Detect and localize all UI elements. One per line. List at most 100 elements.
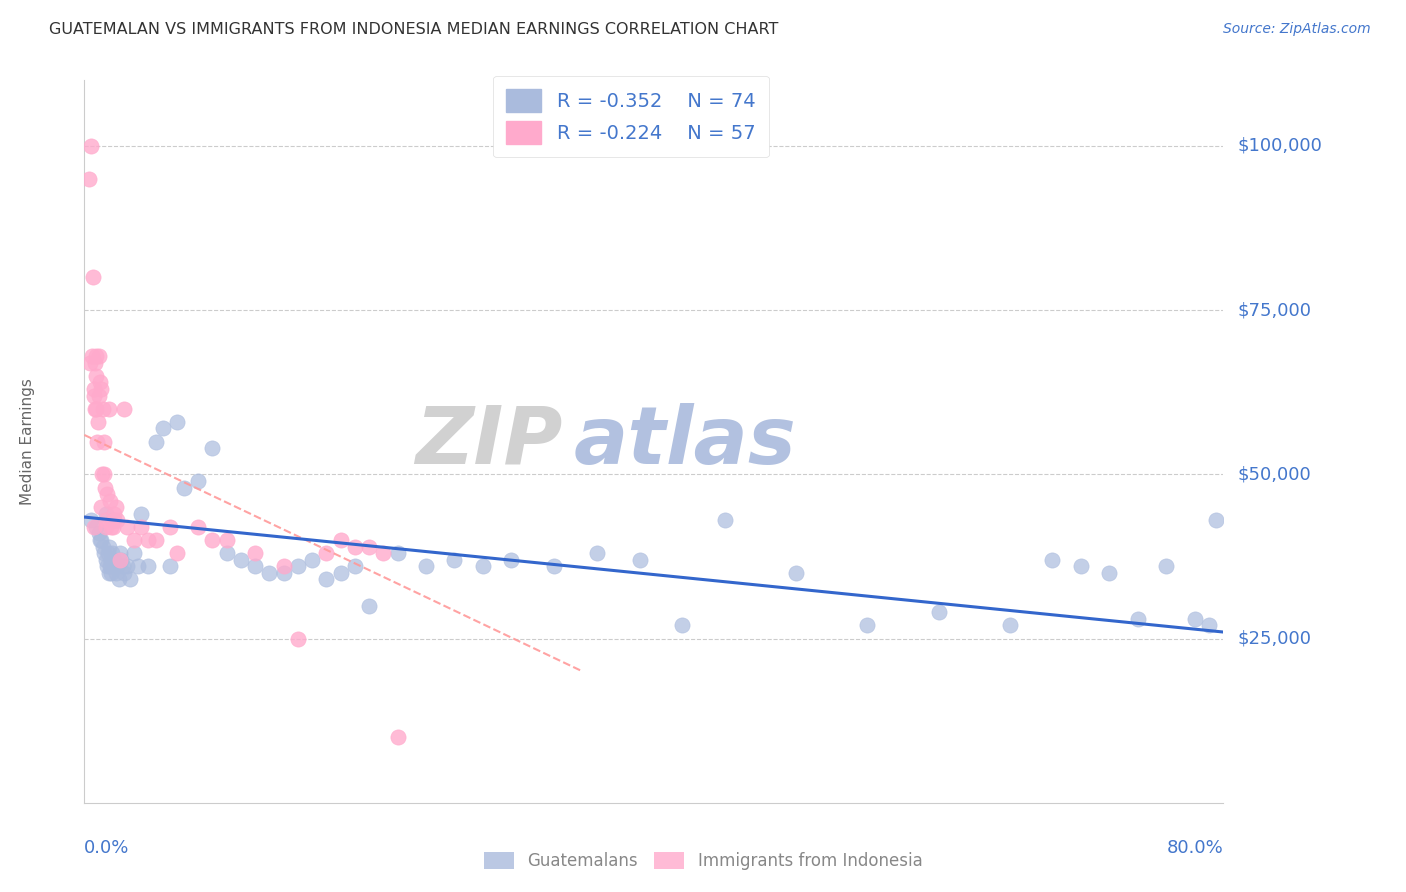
Point <box>287 559 309 574</box>
Point <box>96 487 118 501</box>
Point <box>714 513 737 527</box>
Point <box>373 546 395 560</box>
Point <box>229 553 252 567</box>
Point <box>115 520 138 534</box>
Point <box>359 540 381 554</box>
Point <box>112 566 135 580</box>
Point <box>159 559 181 574</box>
Point <box>215 546 238 560</box>
Point <box>84 349 107 363</box>
Point <box>97 566 120 580</box>
Text: 80.0%: 80.0% <box>1167 838 1223 857</box>
Point <box>87 349 110 363</box>
Point <box>245 546 267 560</box>
Point <box>98 493 121 508</box>
Point <box>96 507 118 521</box>
Point <box>94 513 117 527</box>
Point <box>201 441 224 455</box>
Point <box>671 618 693 632</box>
Point <box>98 559 121 574</box>
Point <box>315 546 337 560</box>
Point <box>785 566 807 580</box>
Point <box>101 513 124 527</box>
Point <box>103 507 125 521</box>
Point <box>83 401 105 416</box>
Point <box>145 533 167 547</box>
Point <box>101 546 124 560</box>
Point <box>97 401 120 416</box>
Point <box>127 559 149 574</box>
Point <box>110 553 132 567</box>
Point <box>103 559 125 574</box>
Point <box>82 349 104 363</box>
Text: ZIP: ZIP <box>415 402 562 481</box>
Point <box>187 520 209 534</box>
Point <box>118 573 141 587</box>
Point <box>100 520 122 534</box>
Point <box>112 401 135 416</box>
Point <box>94 553 117 567</box>
Point <box>287 632 309 646</box>
Point <box>301 553 323 567</box>
Point <box>443 553 465 567</box>
Point <box>387 730 409 744</box>
Point <box>152 421 174 435</box>
Point <box>104 566 127 580</box>
Point <box>1198 618 1220 632</box>
Point <box>104 559 127 574</box>
Point <box>86 434 108 449</box>
Point <box>77 171 100 186</box>
Point <box>84 356 107 370</box>
Legend: R = -0.352    N = 74, R = -0.224    N = 57: R = -0.352 N = 74, R = -0.224 N = 57 <box>494 76 769 157</box>
Point <box>343 559 366 574</box>
Point <box>107 573 129 587</box>
Text: $75,000: $75,000 <box>1237 301 1312 319</box>
Text: Median Earnings: Median Earnings <box>20 378 35 505</box>
Point <box>108 553 131 567</box>
Point <box>105 559 128 574</box>
Point <box>94 481 117 495</box>
Point <box>96 520 118 534</box>
Point <box>91 540 114 554</box>
Point <box>84 520 107 534</box>
Point <box>1126 612 1149 626</box>
Point <box>259 566 281 580</box>
Point <box>329 566 352 580</box>
Legend: Guatemalans, Immigrants from Indonesia: Guatemalans, Immigrants from Indonesia <box>477 845 929 877</box>
Point <box>215 533 238 547</box>
Point <box>166 546 188 560</box>
Point <box>1070 559 1092 574</box>
Point <box>138 559 160 574</box>
Point <box>273 566 295 580</box>
Point <box>89 376 111 390</box>
Point <box>87 415 110 429</box>
Point <box>83 520 105 534</box>
Point <box>111 559 134 574</box>
Text: $25,000: $25,000 <box>1237 630 1312 648</box>
Point <box>82 270 104 285</box>
Point <box>93 434 115 449</box>
Point <box>122 546 145 560</box>
Text: GUATEMALAN VS IMMIGRANTS FROM INDONESIA MEDIAN EARNINGS CORRELATION CHART: GUATEMALAN VS IMMIGRANTS FROM INDONESIA … <box>49 22 779 37</box>
Point <box>928 605 950 619</box>
Point <box>89 533 111 547</box>
Point <box>90 382 112 396</box>
Point <box>543 559 565 574</box>
Point <box>89 388 111 402</box>
Point <box>1184 612 1206 626</box>
Point <box>96 559 118 574</box>
Point <box>84 368 107 383</box>
Point <box>138 533 160 547</box>
Point <box>103 513 125 527</box>
Point <box>472 559 495 574</box>
Point <box>359 599 381 613</box>
Point <box>415 559 437 574</box>
Point <box>1156 559 1178 574</box>
Point <box>80 139 103 153</box>
Point <box>315 573 337 587</box>
Point <box>1042 553 1064 567</box>
Point <box>1205 513 1227 527</box>
Point <box>628 553 651 567</box>
Point <box>329 533 352 547</box>
Point <box>201 533 224 547</box>
